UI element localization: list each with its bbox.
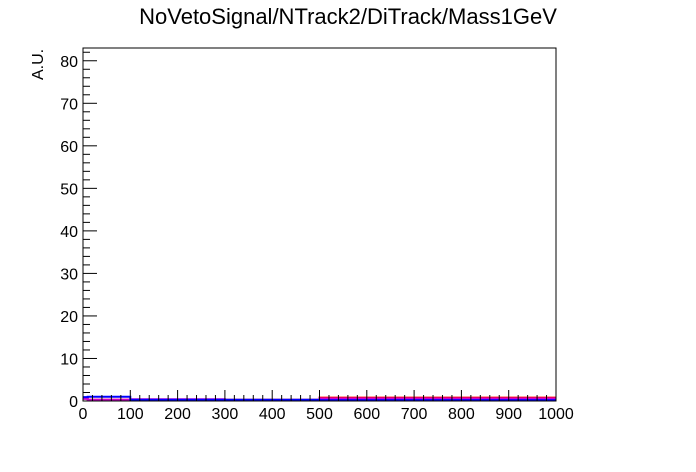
x-tick-label: 200 (164, 406, 191, 423)
x-tick-label: 1000 (538, 406, 574, 423)
y-tick-label: 30 (60, 266, 78, 283)
x-tick-label: 800 (448, 406, 475, 423)
y-axis: 0 10 20 30 40 50 60 70 80 (60, 51, 97, 411)
y-tick-label: 20 (60, 309, 78, 326)
x-tick-label: 700 (401, 406, 428, 423)
y-tick-label: 50 (60, 181, 78, 198)
x-tick-label: 900 (495, 406, 522, 423)
x-tick-label: 0 (79, 406, 88, 423)
y-tick-label: 0 (69, 394, 78, 411)
y-tick-label: 40 (60, 224, 78, 241)
y-tick-label: 10 (60, 351, 78, 368)
x-tick-label: 300 (212, 406, 239, 423)
chart-title: NoVetoSignal/NTrack2/DiTrack/Mass1GeV (139, 4, 557, 29)
x-tick-label: 100 (117, 406, 144, 423)
plot-frame (82, 47, 557, 402)
x-axis: 0 100 200 300 400 500 600 700 800 900 1000 (79, 390, 574, 423)
y-tick-label: 70 (60, 96, 78, 113)
y-tick-label: 60 (60, 139, 78, 156)
x-tick-label: 500 (306, 406, 333, 423)
x-tick-label: 600 (353, 406, 380, 423)
y-axis-label: A.U. (30, 49, 47, 80)
x-tick-label: 400 (259, 406, 286, 423)
y-tick-label: 80 (60, 54, 78, 71)
